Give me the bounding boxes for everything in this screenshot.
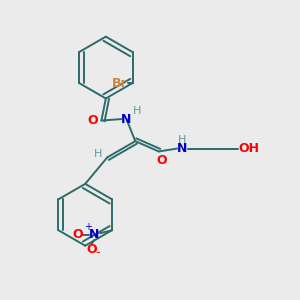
Text: H: H bbox=[94, 149, 103, 159]
Text: Br: Br bbox=[112, 76, 127, 89]
Text: -: - bbox=[96, 246, 100, 260]
Text: N: N bbox=[177, 142, 188, 155]
Text: H: H bbox=[178, 135, 187, 145]
Text: O: O bbox=[73, 228, 83, 241]
Text: O: O bbox=[88, 114, 98, 127]
Text: O: O bbox=[86, 243, 97, 256]
Text: H: H bbox=[133, 106, 141, 116]
Text: O: O bbox=[157, 154, 167, 167]
Text: N: N bbox=[89, 228, 100, 241]
Text: +: + bbox=[84, 222, 92, 232]
Text: OH: OH bbox=[238, 142, 259, 155]
Text: N: N bbox=[121, 112, 132, 126]
